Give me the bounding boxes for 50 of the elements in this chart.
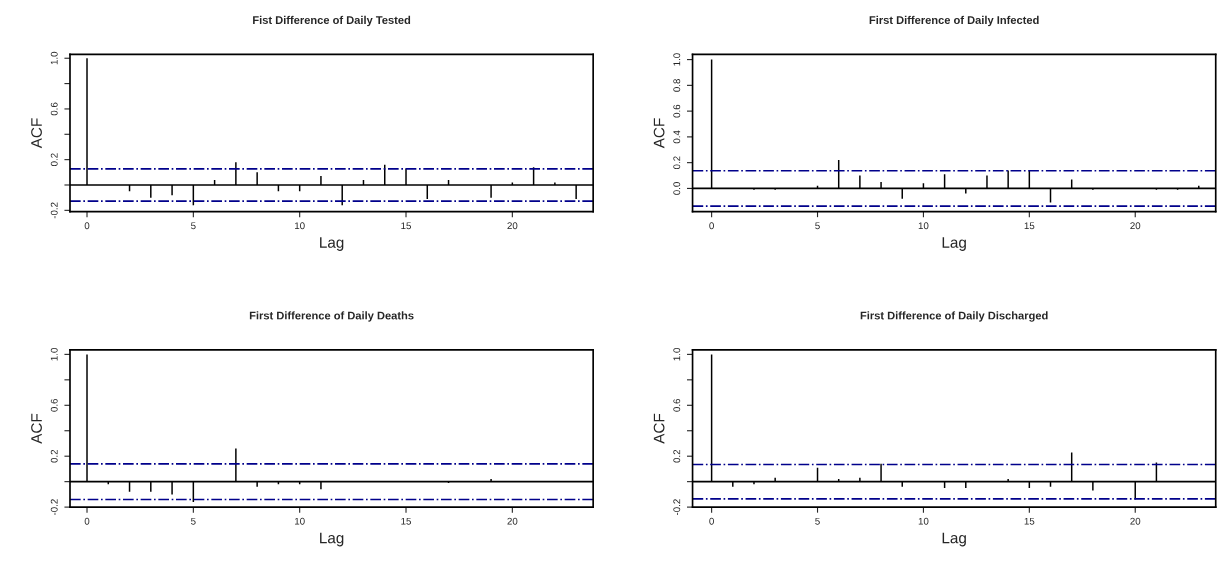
chart-title: First Difference of Daily Discharged bbox=[860, 311, 1048, 322]
y-axis-title: ACF bbox=[31, 118, 42, 149]
x-tick-label: 15 bbox=[401, 222, 412, 230]
y-tick-label: 0.2 bbox=[673, 156, 681, 170]
y-tick-label: 0.6 bbox=[50, 102, 58, 116]
x-axis-title: Lag bbox=[942, 237, 966, 251]
y-tick-label: 0.6 bbox=[673, 398, 681, 412]
y-axis-title: ACF bbox=[31, 413, 42, 444]
y-tick-label: 1.0 bbox=[673, 348, 681, 361]
x-tick-label: 5 bbox=[815, 517, 820, 525]
y-tick-label: 0.6 bbox=[50, 398, 58, 412]
x-tick-label: 10 bbox=[918, 222, 929, 230]
y-tick-label: -0.2 bbox=[50, 499, 58, 516]
y-tick-label: -0.2 bbox=[673, 499, 681, 516]
y-tick-label: 0.2 bbox=[673, 449, 681, 463]
x-tick-label: 0 bbox=[84, 222, 90, 230]
y-tick-label: 0.2 bbox=[50, 153, 58, 167]
x-tick-label: 20 bbox=[1130, 222, 1141, 230]
y-tick-label: 0.6 bbox=[673, 104, 681, 118]
chart-title: First Difference of Daily Infected bbox=[869, 15, 1039, 27]
y-tick-label: 1.0 bbox=[50, 51, 58, 65]
x-axis-title: Lag bbox=[320, 532, 344, 547]
y-axis-title: ACF bbox=[653, 413, 665, 444]
x-tick-label: 20 bbox=[507, 517, 518, 525]
x-axis-title: Lag bbox=[942, 532, 966, 547]
y-tick-label: 0.8 bbox=[673, 79, 681, 92]
x-tick-label: 15 bbox=[401, 517, 412, 525]
x-tick-label: 0 bbox=[709, 517, 714, 525]
y-tick-label: 1.0 bbox=[50, 348, 58, 361]
x-tick-label: 5 bbox=[191, 222, 196, 230]
x-tick-label: 10 bbox=[918, 517, 929, 525]
x-tick-label: 10 bbox=[295, 222, 305, 230]
chart-title: First Difference of Daily Deaths bbox=[249, 311, 414, 322]
x-tick-label: 5 bbox=[191, 517, 196, 525]
x-tick-label: 10 bbox=[295, 517, 305, 525]
x-tick-label: 0 bbox=[709, 222, 714, 230]
y-tick-label: 0.4 bbox=[673, 130, 681, 144]
y-axis-title: ACF bbox=[653, 118, 665, 149]
y-tick-label: 0.2 bbox=[50, 449, 58, 463]
x-tick-label: 20 bbox=[1130, 517, 1141, 525]
x-tick-label: 0 bbox=[84, 517, 90, 525]
x-tick-label: 15 bbox=[1024, 222, 1035, 230]
chart-title: Fist Difference of Daily Tested bbox=[253, 15, 411, 27]
x-axis-title: Lag bbox=[320, 237, 344, 251]
y-tick-label: 1.0 bbox=[673, 53, 681, 66]
x-tick-label: 20 bbox=[507, 222, 518, 230]
y-tick-label: 0.0 bbox=[673, 182, 681, 195]
y-tick-label: -0.2 bbox=[50, 202, 58, 219]
x-tick-label: 5 bbox=[815, 222, 820, 230]
x-tick-label: 15 bbox=[1024, 517, 1035, 525]
